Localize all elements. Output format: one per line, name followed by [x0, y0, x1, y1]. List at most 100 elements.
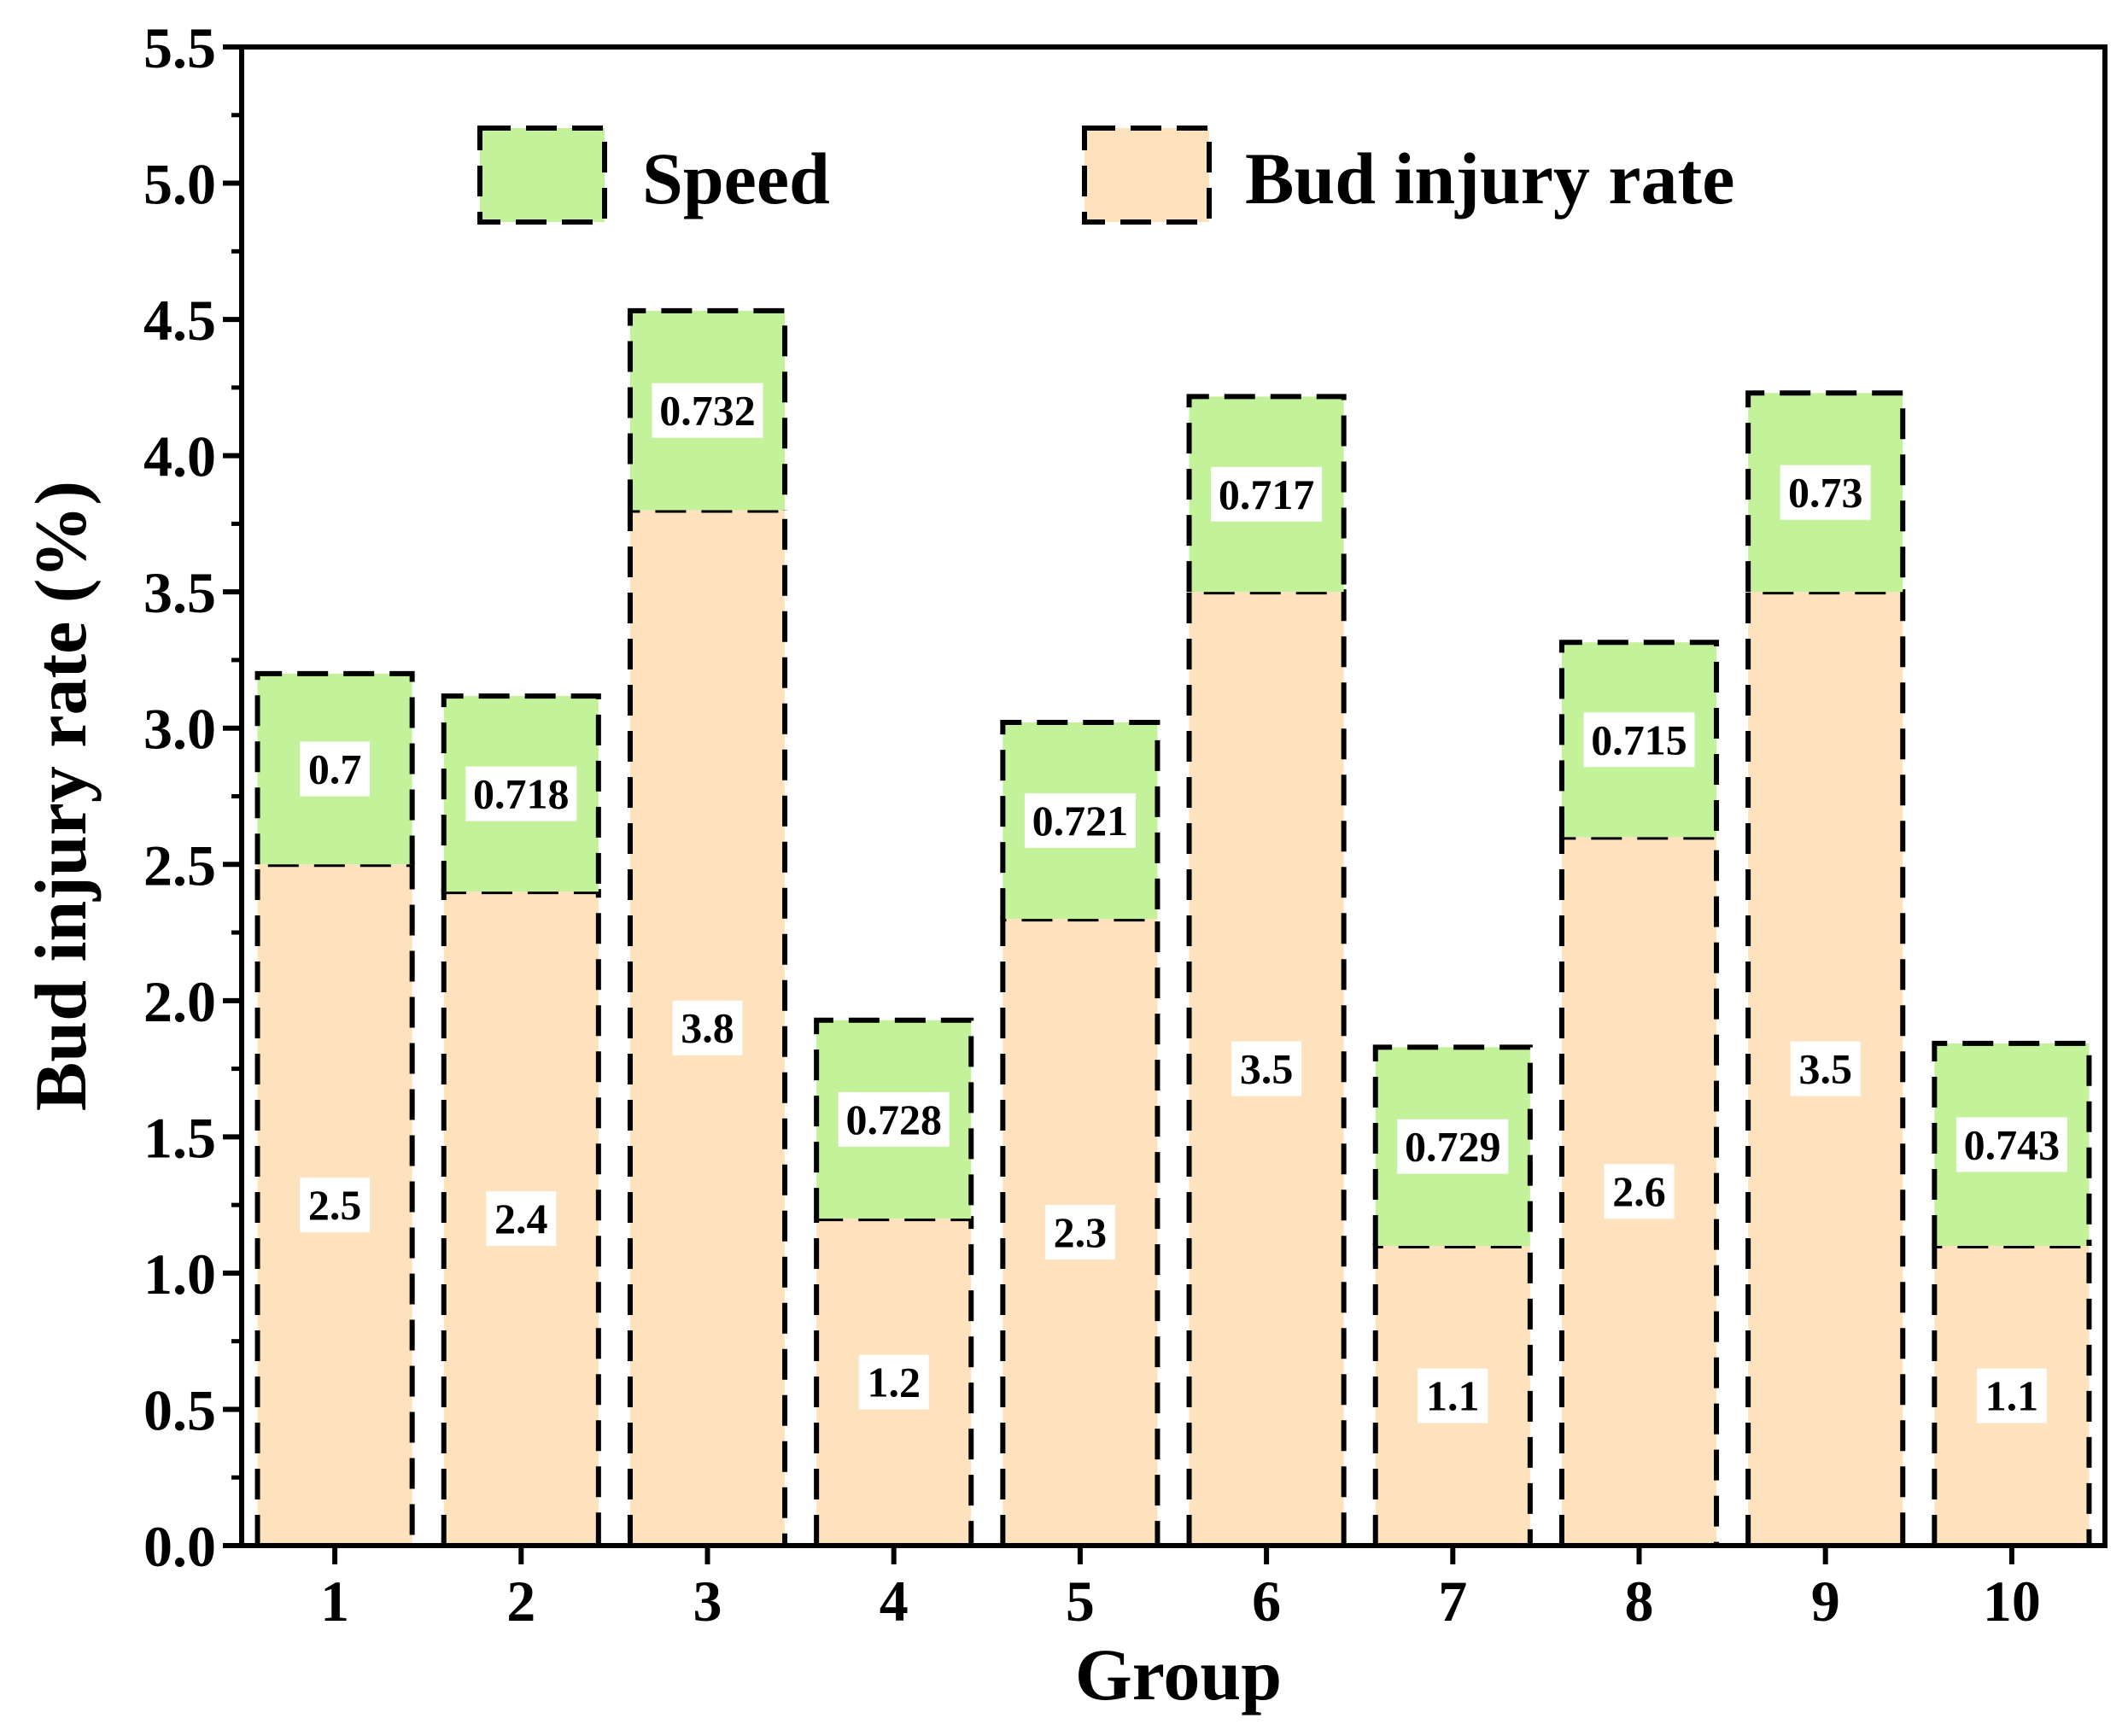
y-tick-label-0: 0.0	[143, 1514, 216, 1579]
value-label-speed-7: 0.729	[1397, 1119, 1509, 1174]
value-label-text: 2.6	[1612, 1167, 1666, 1215]
bar-outline-bud-injury-rate-8	[1558, 834, 1720, 1546]
x-tick-label-6: 6	[1252, 1569, 1281, 1634]
value-label-text: 3.8	[681, 1004, 734, 1052]
value-label-bud-injury-rate-1: 2.5	[300, 1178, 371, 1233]
value-label-bg	[838, 1091, 950, 1147]
value-label-bg	[486, 1191, 557, 1247]
y-tick-label-8: 4.0	[143, 424, 216, 489]
value-label-text: 2.4	[494, 1195, 548, 1242]
value-label-bud-injury-rate-10: 1.1	[1976, 1368, 2047, 1423]
y-tick-label-4: 2.0	[143, 969, 216, 1034]
value-label-text: 0.73	[1788, 469, 1863, 517]
y-tick-label-7: 3.5	[143, 560, 216, 625]
x-tick-label-1: 1	[320, 1569, 349, 1634]
value-label-speed-6: 0.717	[1211, 466, 1323, 522]
value-label-bg	[1780, 465, 1871, 520]
value-label-text: 2.3	[1054, 1208, 1108, 1256]
x-tick-label-3: 3	[693, 1569, 722, 1634]
value-label-text: 0.718	[473, 770, 570, 818]
value-label-bg	[300, 1178, 371, 1233]
y-tick-label-11: 5.5	[143, 15, 216, 80]
y-axis-title: Bud injury rate (%)	[20, 481, 102, 1111]
value-label-bg	[672, 1000, 743, 1055]
bar-outline-bud-injury-rate-6	[1186, 589, 1347, 1546]
legend-label-bud-injury-rate: Bud injury rate	[1245, 137, 1734, 219]
value-label-text: 0.717	[1219, 471, 1315, 518]
value-label-text: 1.2	[867, 1359, 921, 1406]
bar-outline-speed-6	[1186, 394, 1347, 593]
value-label-bg	[1211, 466, 1323, 522]
value-label-text: 2.5	[308, 1181, 362, 1229]
value-label-text: 1.1	[1985, 1372, 2039, 1420]
value-label-text: 3.5	[1798, 1045, 1852, 1093]
x-tick-label-5: 5	[1066, 1569, 1095, 1634]
value-label-text: 0.7	[308, 745, 362, 793]
value-label-bg	[858, 1354, 929, 1410]
value-label-speed-4: 0.728	[838, 1091, 950, 1147]
value-label-bg	[1231, 1041, 1302, 1096]
value-label-text: 0.732	[659, 387, 756, 435]
value-label-bg	[1044, 1205, 1115, 1260]
x-tick-label-2: 2	[506, 1569, 535, 1634]
value-label-text: 0.715	[1591, 716, 1687, 763]
bar-outline-speed-9	[1745, 390, 1906, 593]
legend-swatch-speed	[477, 126, 607, 225]
value-label-speed-10: 0.743	[1956, 1117, 2067, 1172]
value-label-text: 3.5	[1240, 1045, 1294, 1093]
value-labels-layer: 2.5 0.7 2.4 0.718 3.8 0.732 1.2 0.728 2.3 0.721 3.…	[300, 383, 2067, 1423]
value-label-bg	[1790, 1041, 1861, 1096]
y-axis: 0.0 0.5 1.0 1.5 2.0 2.5 3.0 3.5 4.0 4.5 5.0 5.5	[143, 15, 242, 1579]
legend-label-speed: Speed	[642, 137, 830, 219]
value-label-bud-injury-rate-5: 2.3	[1044, 1205, 1115, 1260]
x-tick-label-4: 4	[880, 1569, 909, 1634]
value-label-bud-injury-rate-7: 1.1	[1418, 1368, 1488, 1423]
bar-outline-speed-7	[1372, 1044, 1533, 1246]
bar-outline-speed-3	[627, 307, 788, 511]
value-label-speed-9: 0.73	[1780, 465, 1871, 520]
bar-outline-speed-2	[441, 693, 601, 892]
value-label-text: 1.1	[1426, 1372, 1480, 1420]
y-tick-label-5: 2.5	[143, 833, 216, 897]
value-label-text: 0.728	[845, 1096, 942, 1143]
value-label-text: 0.721	[1032, 797, 1129, 845]
value-label-bud-injury-rate-8: 2.6	[1604, 1164, 1675, 1219]
y-tick-label-6: 3.0	[143, 697, 216, 762]
y-tick-label-2: 1.0	[143, 1242, 216, 1306]
legend-item-speed: Speed	[477, 126, 830, 225]
value-label-bg	[1583, 712, 1695, 768]
y-tick-label-9: 4.5	[143, 288, 216, 353]
y-tick-label-10: 5.0	[143, 152, 216, 217]
value-label-speed-2: 0.718	[465, 766, 577, 821]
bar-outline-bud-injury-rate-2	[441, 889, 601, 1546]
value-label-bg	[1397, 1119, 1509, 1174]
x-tick-label-10: 10	[1983, 1569, 2041, 1634]
bar-outline-bud-injury-rate-9	[1745, 589, 1906, 1546]
value-label-bg	[465, 766, 577, 821]
value-label-bg	[1418, 1368, 1488, 1423]
bar-outline-speed-4	[814, 1017, 974, 1219]
value-label-bud-injury-rate-2: 2.4	[486, 1191, 557, 1247]
bar-outline-speed-5	[1000, 720, 1160, 920]
y-tick-label-3: 1.5	[143, 1105, 216, 1170]
value-label-speed-8: 0.715	[1583, 712, 1695, 768]
value-label-bg	[1024, 793, 1136, 849]
bar-outline-speed-1	[254, 670, 415, 865]
bar-outline-speed-10	[1932, 1040, 2092, 1246]
x-axis: 1 2 3 4 5 6 7 8 9 10	[320, 1546, 2041, 1634]
value-label-bud-injury-rate-9: 3.5	[1790, 1041, 1861, 1096]
bar-outline-speed-8	[1558, 640, 1720, 838]
value-label-speed-3: 0.732	[652, 383, 763, 438]
value-label-bg	[1976, 1368, 2047, 1423]
legend: Speed Bud injury rate	[477, 126, 1734, 225]
x-tick-label-7: 7	[1438, 1569, 1467, 1634]
value-label-speed-5: 0.721	[1024, 793, 1136, 849]
value-label-text: 0.743	[1964, 1120, 2061, 1168]
bar-outline-bud-injury-rate-3	[627, 507, 788, 1546]
bar-outline-bud-injury-rate-4	[814, 1216, 974, 1546]
value-label-bg	[652, 383, 763, 438]
legend-item-bud-injury-rate: Bud injury rate	[1082, 126, 1734, 225]
y-tick-label-1: 0.5	[143, 1377, 216, 1442]
value-label-bg	[300, 741, 371, 797]
